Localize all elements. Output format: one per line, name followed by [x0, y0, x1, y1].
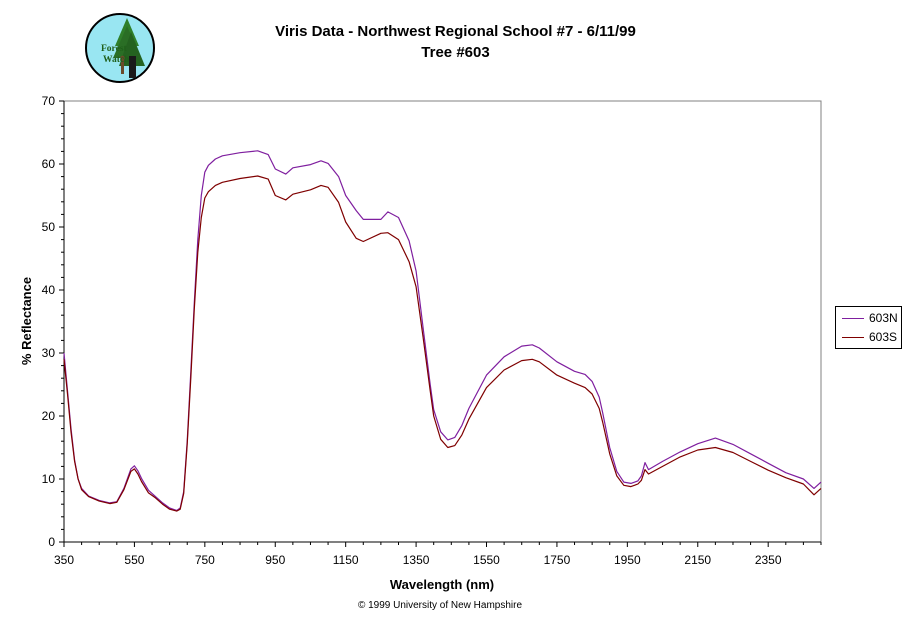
plot-area	[63, 100, 822, 543]
legend: 603N 603S	[835, 306, 902, 349]
y-tick-label-0: 0	[48, 535, 55, 549]
series-layer	[63, 150, 822, 512]
x-tick-label-1150: 1150	[333, 553, 359, 567]
x-tick-label-2350: 2350	[755, 553, 782, 567]
legend-label-603N: 603N	[869, 311, 898, 325]
logo-text-watch: Watch	[103, 55, 130, 65]
legend-item-603S: 603S	[840, 329, 902, 345]
x-tick-label-950: 950	[265, 553, 285, 567]
y-tick-label-20: 20	[42, 409, 56, 423]
forest-watch-logo: Forest Watch	[83, 12, 157, 84]
x-tick-label-2150: 2150	[684, 553, 711, 567]
series-line-603N	[63, 150, 822, 512]
axis-ticks: 0 10 20 30 40 50 60 70 350 550 750 950 1150 1350 1550 1…	[42, 94, 822, 567]
chart-title: Viris Data - Northwest Regional School #…	[275, 23, 636, 40]
y-tick-label-40: 40	[42, 283, 56, 297]
x-tick-label-1750: 1750	[544, 553, 571, 567]
x-axis-label: Wavelength (nm)	[390, 577, 494, 592]
x-tick-label-350: 350	[54, 553, 74, 567]
y-tick-label-70: 70	[42, 94, 56, 108]
legend-label-603S: 603S	[869, 330, 898, 344]
x-tick-label-1950: 1950	[614, 553, 641, 567]
chart-subtitle: Tree #603	[421, 44, 490, 61]
series-line-603S	[63, 175, 822, 512]
y-axis-label: % Reflectance	[19, 277, 34, 365]
x-tick-label-1350: 1350	[403, 553, 430, 567]
x-tick-label-750: 750	[195, 553, 215, 567]
y-tick-label-60: 60	[42, 157, 56, 171]
y-tick-label-30: 30	[42, 346, 56, 360]
copyright-text: © 1999 University of New Hampshire	[357, 600, 523, 611]
legend-item-603N: 603N	[840, 310, 902, 326]
legend-swatch-603S	[842, 337, 864, 338]
logo-text-forest: Forest	[101, 44, 128, 54]
x-tick-label-1550: 1550	[473, 553, 500, 567]
x-tick-label-550: 550	[124, 553, 144, 567]
legend-swatch-603N	[842, 318, 864, 319]
y-tick-label-50: 50	[42, 220, 56, 234]
y-tick-label-10: 10	[42, 472, 56, 486]
